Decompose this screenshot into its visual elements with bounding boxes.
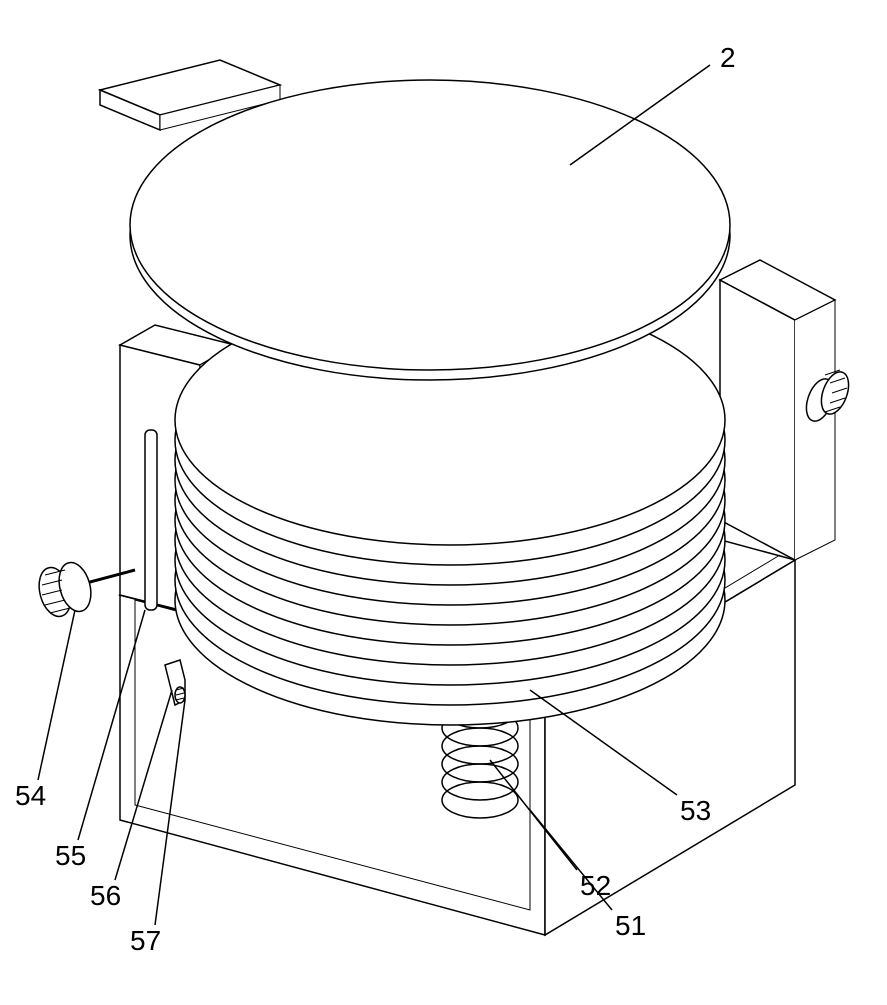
technical-diagram: 2 51 52 53 54 55 56 57 — [0, 0, 887, 1000]
top-plate — [100, 60, 730, 380]
label-55: 55 — [55, 840, 86, 872]
label-53: 53 — [680, 795, 711, 827]
label-54: 54 — [15, 780, 46, 812]
diagram-svg — [0, 0, 887, 1000]
slot — [145, 430, 157, 610]
label-51: 51 — [615, 910, 646, 942]
label-2: 2 — [720, 42, 736, 74]
label-57: 57 — [130, 925, 161, 957]
label-52: 52 — [580, 870, 611, 902]
label-56: 56 — [90, 880, 121, 912]
